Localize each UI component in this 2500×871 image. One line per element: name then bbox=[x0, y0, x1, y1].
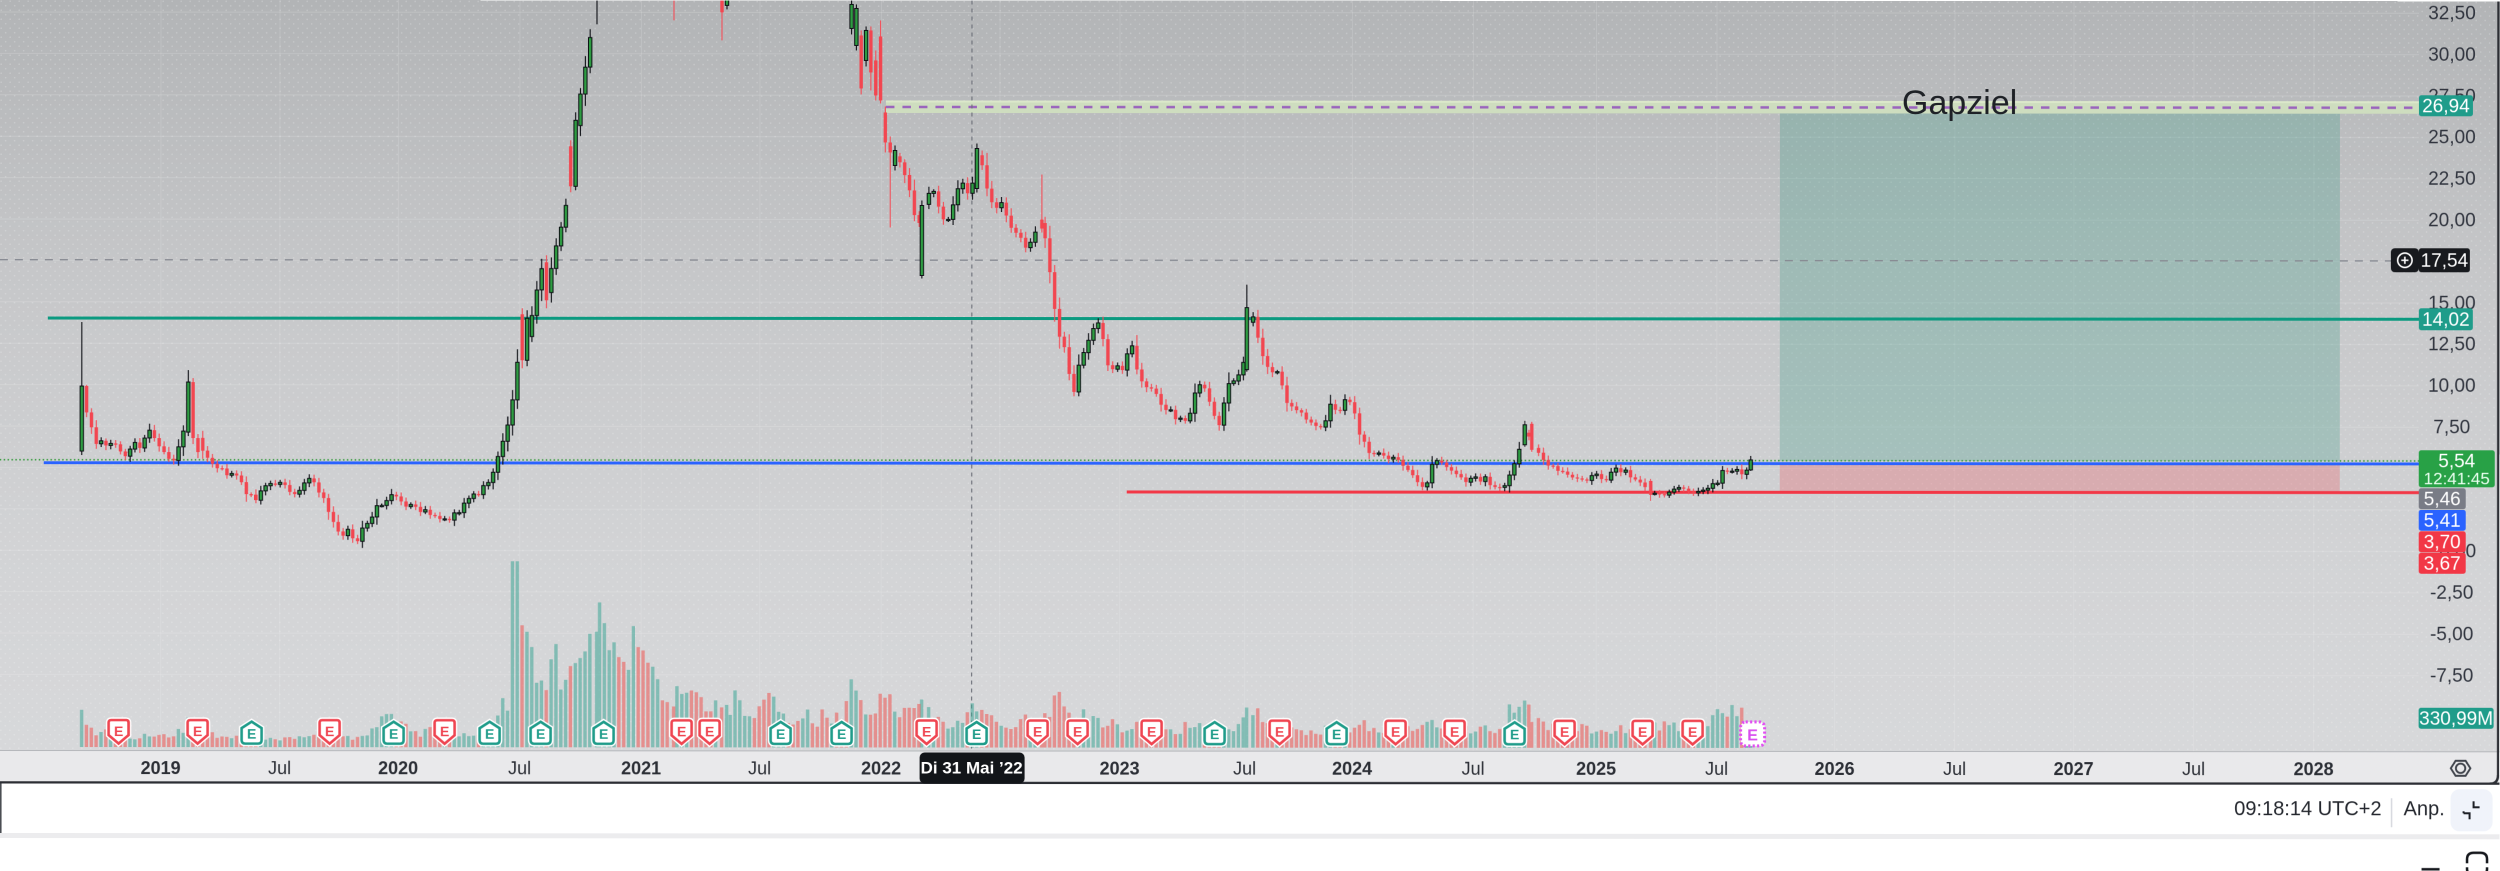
svg-text:Jul: Jul bbox=[2182, 759, 2205, 779]
svg-text:25,00: 25,00 bbox=[2428, 127, 2476, 148]
svg-text:12,50: 12,50 bbox=[2428, 334, 2476, 355]
svg-text:Anp.: Anp. bbox=[2404, 798, 2445, 820]
svg-text:20,00: 20,00 bbox=[2428, 210, 2476, 231]
svg-text:5,46: 5,46 bbox=[2424, 489, 2461, 510]
svg-text:7,50: 7,50 bbox=[2433, 417, 2470, 438]
svg-text:2028: 2028 bbox=[2294, 759, 2334, 779]
svg-text:330,99M: 330,99M bbox=[2419, 709, 2493, 730]
svg-text:Jul: Jul bbox=[1233, 759, 1256, 779]
svg-text:2022: 2022 bbox=[861, 758, 901, 778]
svg-text:2023: 2023 bbox=[1100, 759, 1140, 779]
svg-text:3,67: 3,67 bbox=[2424, 554, 2461, 575]
svg-text:2020: 2020 bbox=[378, 758, 418, 778]
svg-text:Gapziel: Gapziel bbox=[1902, 84, 2017, 122]
svg-text:5,54: 5,54 bbox=[2438, 451, 2475, 472]
svg-text:22,50: 22,50 bbox=[2428, 169, 2476, 190]
svg-text:Jul: Jul bbox=[1462, 759, 1485, 779]
svg-text:Jul: Jul bbox=[268, 758, 291, 778]
svg-text:12:41:45: 12:41:45 bbox=[2424, 469, 2490, 488]
svg-text:14,02: 14,02 bbox=[2422, 310, 2470, 331]
svg-text:Jul: Jul bbox=[508, 758, 531, 778]
svg-text:E: E bbox=[1747, 727, 1758, 744]
svg-text:17,54: 17,54 bbox=[2421, 251, 2469, 272]
svg-text:Jul: Jul bbox=[748, 758, 771, 778]
svg-text:2024: 2024 bbox=[1332, 759, 1372, 779]
svg-text:2019: 2019 bbox=[141, 758, 181, 778]
svg-text:-2,50: -2,50 bbox=[2430, 583, 2473, 604]
svg-text:2025: 2025 bbox=[1576, 759, 1616, 779]
svg-text:Di 31 Mai ’22: Di 31 Mai ’22 bbox=[921, 758, 1023, 777]
svg-text:26,94: 26,94 bbox=[2422, 96, 2470, 117]
svg-text:2021: 2021 bbox=[621, 758, 661, 778]
svg-text:-5,00: -5,00 bbox=[2430, 624, 2473, 645]
svg-text:30,00: 30,00 bbox=[2428, 45, 2476, 66]
svg-text:32,50: 32,50 bbox=[2428, 3, 2476, 24]
svg-text:Jul: Jul bbox=[1705, 759, 1728, 779]
svg-text:2026: 2026 bbox=[1815, 759, 1855, 779]
svg-text:09:18:14 UTC+2: 09:18:14 UTC+2 bbox=[2234, 798, 2381, 820]
svg-text:-7,50: -7,50 bbox=[2430, 666, 2473, 687]
svg-text:3,70: 3,70 bbox=[2424, 532, 2461, 553]
svg-text:5,41: 5,41 bbox=[2424, 511, 2461, 532]
svg-text:Jul: Jul bbox=[1943, 759, 1966, 779]
svg-text:2027: 2027 bbox=[2054, 759, 2094, 779]
svg-text:10,00: 10,00 bbox=[2428, 376, 2476, 397]
